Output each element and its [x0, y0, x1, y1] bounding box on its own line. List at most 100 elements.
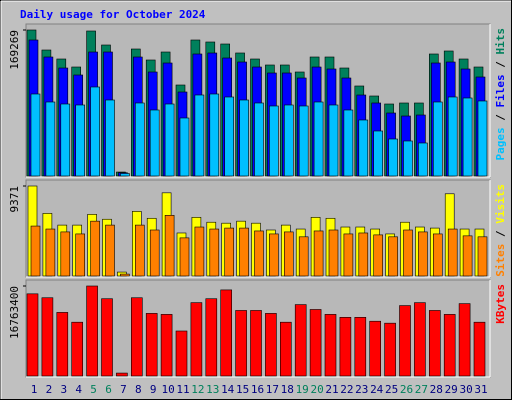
x-tick-label: 16: [251, 383, 264, 396]
x-tick-label: 11: [176, 383, 189, 396]
bar: [313, 101, 324, 177]
bar: [131, 297, 143, 377]
bar: [447, 96, 458, 177]
bar: [354, 317, 367, 377]
bar: [265, 313, 277, 377]
bar: [328, 229, 339, 277]
bar: [328, 104, 339, 177]
bar: [120, 173, 130, 177]
bar: [432, 233, 443, 277]
bar: [60, 103, 71, 177]
bar: [358, 232, 369, 277]
legend-separator: /: [494, 114, 507, 121]
legend: Pages / Files / Hits: [494, 28, 507, 161]
bar: [403, 229, 413, 277]
legend: Sites / Visits: [494, 184, 507, 277]
bar: [224, 96, 234, 177]
bar: [239, 227, 249, 277]
bar: [428, 310, 441, 377]
bar: [388, 138, 398, 177]
x-tick-label: 15: [236, 383, 249, 396]
bar: [179, 117, 190, 177]
y-tick-label: 9371: [8, 186, 21, 213]
bar: [269, 105, 279, 177]
bar: [250, 310, 262, 377]
bar: [220, 289, 232, 377]
bar: [149, 109, 160, 177]
legend-separator: /: [494, 61, 507, 68]
bar: [205, 298, 218, 377]
y-tick-label: 169269: [8, 30, 21, 70]
x-tick-label: 17: [266, 383, 279, 396]
bar: [384, 322, 396, 377]
bar: [30, 225, 41, 277]
bar: [313, 230, 324, 277]
x-tick-label: 30: [459, 383, 472, 396]
x-tick-label: 29: [445, 383, 458, 396]
bar: [343, 109, 354, 177]
legend-entry: Files: [494, 74, 507, 107]
bar: [149, 229, 160, 277]
x-tick-label: 1: [31, 383, 38, 396]
bar: [283, 104, 294, 177]
bar: [75, 104, 85, 177]
bar: [477, 100, 488, 177]
x-tick-label: 10: [161, 383, 174, 396]
legend-separator: /: [494, 230, 507, 237]
bar: [269, 233, 279, 277]
bar: [120, 273, 130, 277]
bar: [60, 231, 71, 277]
bar: [86, 285, 98, 377]
bar: [90, 86, 100, 177]
bar: [294, 304, 307, 377]
bar: [224, 227, 234, 277]
bar: [399, 305, 411, 377]
bar: [209, 228, 220, 277]
x-tick-label: 6: [105, 383, 112, 396]
bar: [458, 303, 471, 377]
x-tick-label: 27: [415, 383, 428, 396]
x-tick-label: 8: [135, 383, 142, 396]
bar: [254, 102, 264, 177]
y-tick-label: 16763400: [8, 286, 21, 339]
bar: [164, 215, 175, 277]
bar: [254, 230, 264, 277]
x-tick-label: 2: [46, 383, 53, 396]
x-tick-label: 22: [340, 383, 353, 396]
bar: [343, 233, 354, 277]
x-tick-label: 26: [400, 383, 413, 396]
bar: [403, 140, 413, 177]
legend-entry: Hits: [494, 28, 507, 55]
bar: [339, 317, 352, 377]
bar: [239, 99, 249, 177]
x-tick-label: 5: [90, 383, 97, 396]
bar: [209, 93, 220, 177]
bar: [443, 314, 456, 377]
bar: [298, 236, 309, 277]
bar: [105, 224, 115, 277]
bar: [160, 314, 173, 377]
bar: [179, 237, 190, 277]
bar: [194, 226, 205, 277]
bar: [90, 220, 100, 277]
bar: [477, 236, 488, 277]
x-tick-label: 21: [325, 383, 338, 396]
bar: [432, 101, 443, 177]
legend-entry: Pages: [494, 127, 507, 160]
x-tick-label: 20: [310, 383, 323, 396]
x-tick-label: 28: [430, 383, 443, 396]
bar: [30, 93, 41, 177]
bar: [135, 102, 145, 177]
x-tick-label: 31: [474, 383, 487, 396]
x-tick-label: 7: [120, 383, 127, 396]
bar: [279, 321, 292, 377]
bar: [45, 228, 56, 277]
bar: [235, 310, 247, 377]
bar: [358, 119, 369, 177]
x-tick-label: 13: [206, 383, 219, 396]
x-tick-label: 9: [150, 383, 157, 396]
bar: [105, 99, 115, 177]
bar: [116, 372, 128, 377]
bar: [75, 233, 85, 277]
bar: [373, 234, 384, 277]
